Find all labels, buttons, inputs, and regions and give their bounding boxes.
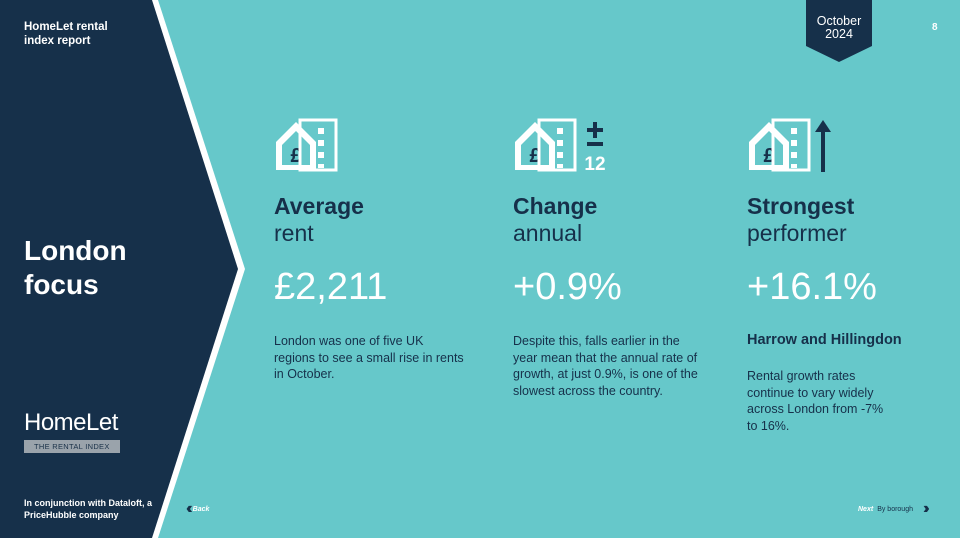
stat-description: London was one of five UK regions to see… bbox=[274, 334, 464, 381]
stat-description: Despite this, falls earlier in the year … bbox=[513, 334, 698, 398]
next-link[interactable]: Next By borough ›› bbox=[858, 500, 929, 518]
next-label: Next bbox=[858, 505, 874, 513]
svg-text:£: £ bbox=[763, 145, 774, 167]
stat-column-strongest-performer: £ Strongest performer +16.1% Harrow and … bbox=[747, 118, 947, 434]
section-title: London focus bbox=[24, 235, 127, 300]
side-panel bbox=[0, 0, 245, 538]
stat-description: Rental growth rates continue to vary wid… bbox=[747, 369, 884, 433]
stat-value: +0.9% bbox=[513, 266, 622, 308]
stat-subheading: annual bbox=[513, 220, 583, 246]
stat-column-average-rent: £ Average rent £2,211 London was one of … bbox=[274, 118, 474, 383]
double-chevron-left-icon: ‹‹ bbox=[186, 500, 192, 517]
stat-value: £2,211 bbox=[274, 266, 388, 308]
svg-text:£: £ bbox=[529, 145, 540, 167]
partner-note: In conjunction with Dataloft, a PriceHub… bbox=[24, 498, 152, 520]
stat-heading: Average bbox=[274, 193, 364, 219]
double-chevron-right-icon: ›› bbox=[923, 500, 929, 517]
back-label: Back bbox=[192, 505, 210, 513]
homelet-logo: HomeLet THE RENTAL INDEX bbox=[24, 409, 120, 453]
stat-subheading: performer bbox=[747, 220, 847, 246]
house-pound-plusminus-12-icon: £ 12 bbox=[515, 118, 606, 175]
stat-subheading: rent bbox=[274, 220, 314, 246]
stat-heading: Strongest bbox=[747, 193, 855, 219]
date-tab bbox=[806, 0, 872, 62]
report-date: October 2024 bbox=[816, 14, 862, 41]
svg-text:£: £ bbox=[290, 145, 301, 167]
stat-heading: Change bbox=[513, 193, 598, 219]
borough-name: Harrow and Hillingdon bbox=[747, 332, 902, 348]
house-pound-arrow-up-icon: £ bbox=[749, 118, 831, 172]
report-title: HomeLet rental index report bbox=[24, 21, 108, 47]
next-sublabel: By borough bbox=[877, 505, 913, 513]
page-number: 8 bbox=[932, 22, 938, 33]
back-link[interactable]: ‹‹ Back bbox=[186, 500, 209, 518]
stat-column-annual-change: £ 12 Change annual +0.9% Despite this, f… bbox=[513, 118, 713, 399]
stat-value: +16.1% bbox=[747, 266, 877, 308]
svg-text:12: 12 bbox=[584, 154, 605, 174]
house-pound-icon: £ bbox=[276, 118, 338, 172]
